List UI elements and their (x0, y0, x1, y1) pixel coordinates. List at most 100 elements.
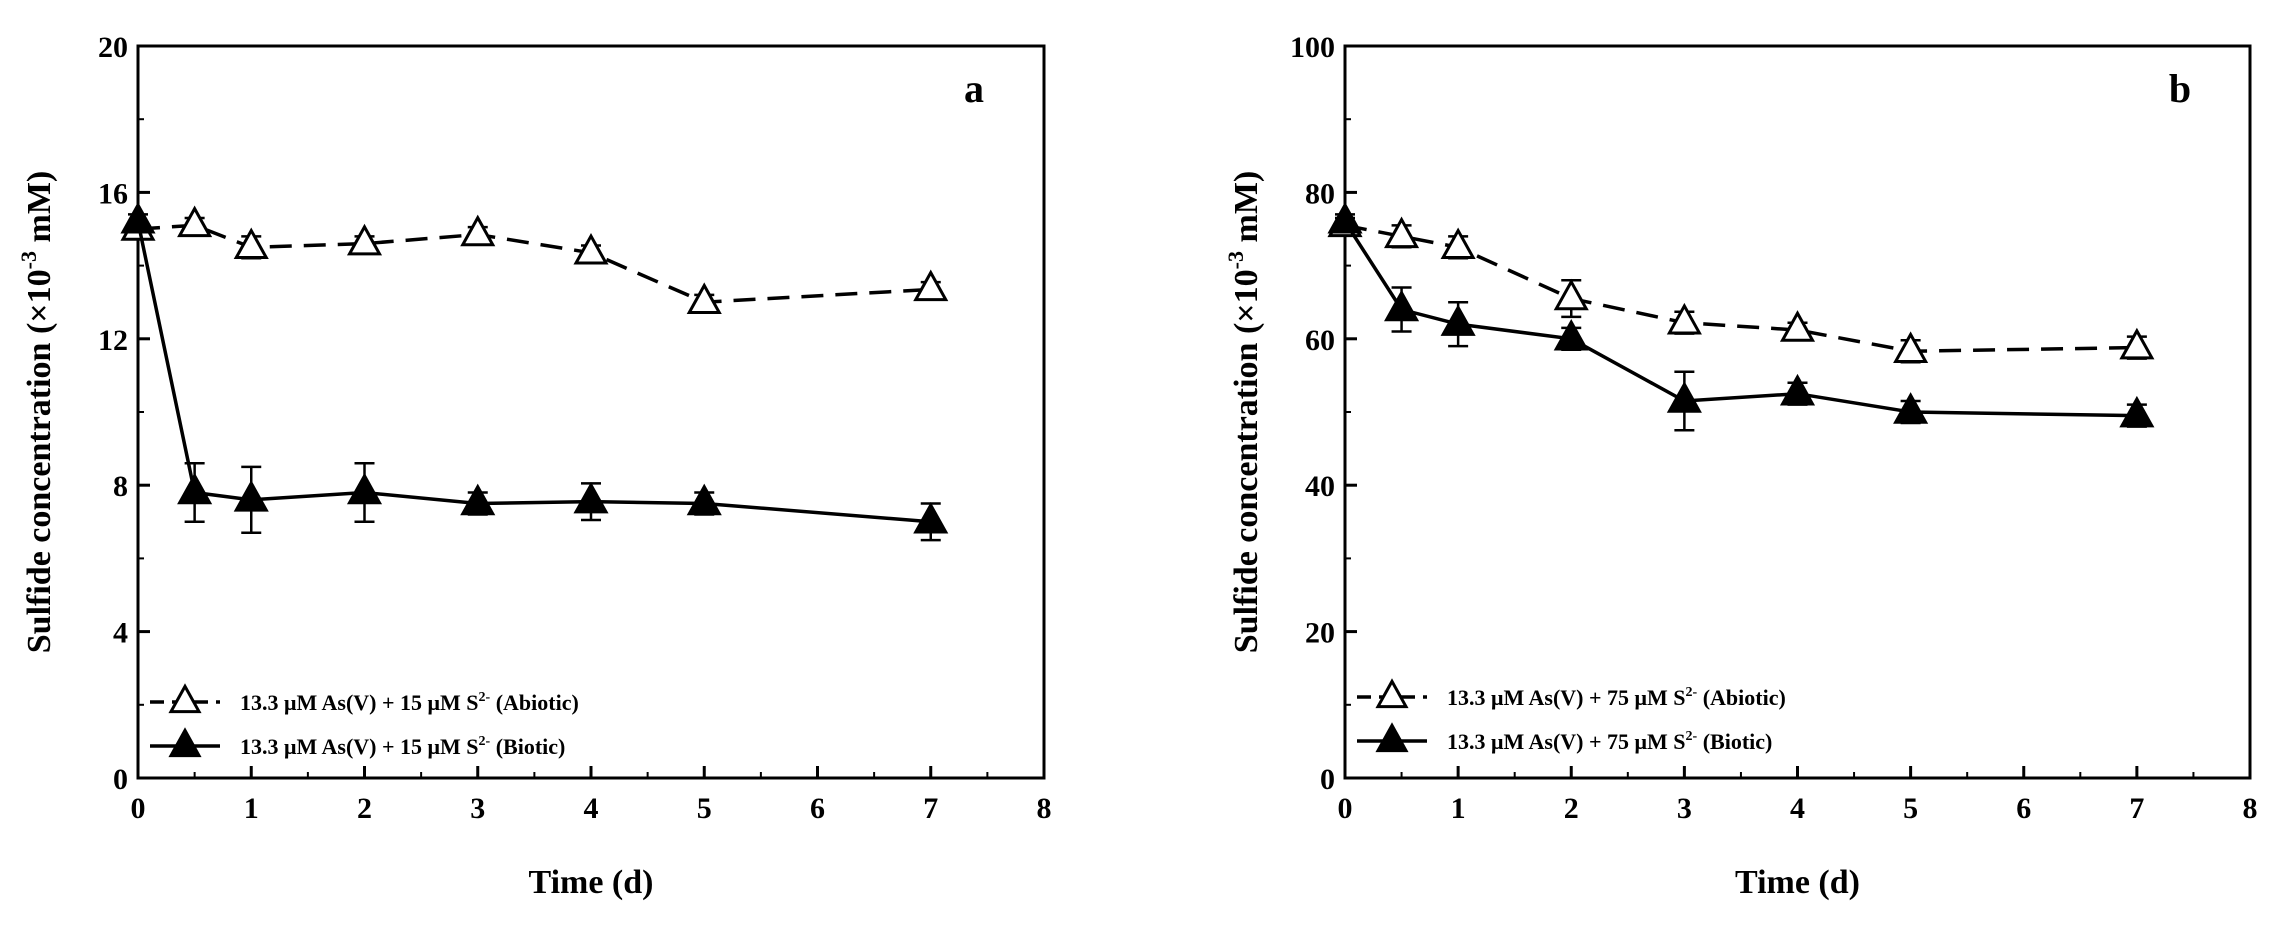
y-tick-label: 40 (1305, 470, 1335, 503)
x-tick-label: 0 (131, 792, 146, 825)
y-axis-title-sup: -3 (1223, 251, 1248, 269)
y-tick-label: 100 (1290, 31, 1335, 64)
legend-text-biotic: 13.3 μM As(V) + 75 μM S2- (Biotic) (1447, 729, 1772, 754)
data-point-abiotic (1893, 331, 1929, 364)
y-tick-label: 4 (113, 617, 128, 650)
x-tick-label: 7 (2129, 792, 2144, 825)
x-tick-label: 5 (697, 792, 712, 825)
x-tick-label: 2 (1564, 792, 1579, 825)
legend-text-sup: 2- (1686, 685, 1698, 700)
data-point-abiotic (233, 227, 269, 260)
data-point-abiotic (1440, 227, 1476, 260)
legend-text-main: 13.3 μM As(V) + 15 μM S (240, 734, 479, 759)
legend-text-post: (Abiotic) (490, 690, 579, 715)
series-line-abiotic (1344, 223, 2137, 353)
series-line-biotic (136, 221, 931, 524)
data-point-biotic (2119, 395, 2155, 428)
y-tick-label: 0 (113, 763, 128, 796)
data-point-abiotic (1384, 216, 1420, 249)
plot-frame (1343, 44, 2252, 780)
data-point-abiotic (346, 223, 383, 256)
x-tick-label: 8 (2243, 792, 2258, 825)
data-point-abiotic (913, 269, 949, 302)
data-point-biotic (1440, 304, 1476, 336)
data-point-biotic (460, 483, 496, 516)
y-axis-title-main: Sulfide concentration (×10 (1228, 269, 1265, 653)
data-point-abiotic (1779, 310, 1816, 342)
x-tick-label: 4 (584, 792, 599, 825)
y-tick-label: 12 (98, 324, 128, 357)
x-tick-label: 3 (470, 792, 485, 825)
legend-text-main: 13.3 μM As(V) + 75 μM S (1447, 729, 1686, 754)
data-point-biotic (1779, 373, 1816, 406)
x-axis-title: Time (d) (1735, 864, 1860, 901)
x-tick-label: 7 (923, 792, 938, 825)
y-axis-title-sup: -3 (16, 251, 41, 269)
data-point-biotic (1893, 392, 1929, 424)
x-tick-label: 2 (357, 792, 372, 825)
data-point-abiotic (1553, 278, 1589, 311)
y-axis-title-unit: mM) (21, 171, 58, 251)
x-tick-label: 3 (1677, 792, 1692, 825)
legend-text-sup: 2- (1686, 729, 1698, 744)
plot-frame (136, 44, 1046, 780)
y-tick-label: 16 (98, 177, 128, 210)
x-tick-label: 8 (1037, 792, 1052, 825)
y-axis-title-main: Sulfide concentration (×10 (21, 269, 58, 653)
legend-text-post: (Biotic) (490, 734, 565, 759)
y-axis-title: Sulfide concentration (×10-3 mM) (1223, 171, 1265, 654)
y-tick-label: 80 (1305, 177, 1335, 210)
data-point-biotic (1553, 318, 1589, 351)
x-tick-label: 6 (810, 792, 825, 825)
data-point-abiotic (177, 205, 213, 238)
y-tick-label: 60 (1305, 324, 1335, 357)
data-point-biotic (1666, 381, 1702, 413)
data-point-biotic (1384, 289, 1420, 322)
data-point-abiotic (573, 232, 609, 265)
data-point-biotic (686, 483, 722, 516)
x-axis-title: Time (d) (529, 864, 654, 901)
data-point-biotic (177, 472, 213, 505)
data-point-biotic (346, 472, 383, 505)
data-point-abiotic (1666, 302, 1702, 335)
data-point-abiotic (2119, 327, 2155, 360)
legend-text-abiotic: 13.3 μM As(V) + 75 μM S2- (Abiotic) (1447, 685, 1786, 710)
y-tick-label: 8 (113, 470, 128, 503)
legend-marker-abiotic (1375, 678, 1409, 709)
legend-marker-abiotic (168, 683, 202, 714)
legend-text-biotic: 13.3 μM As(V) + 15 μM S2- (Biotic) (240, 734, 565, 759)
data-point-biotic (573, 481, 609, 514)
legend-marker-biotic (168, 727, 202, 758)
y-axis-title-unit: mM) (1228, 171, 1265, 251)
x-tick-label: 5 (1903, 792, 1918, 825)
x-tick-label: 1 (1451, 792, 1466, 825)
data-point-biotic (233, 480, 269, 512)
x-tick-label: 6 (2016, 792, 2031, 825)
y-tick-label: 20 (1305, 617, 1335, 650)
y-tick-label: 20 (98, 31, 128, 64)
legend-text-main: 13.3 μM As(V) + 75 μM S (1447, 685, 1686, 710)
x-tick-label: 1 (244, 792, 259, 825)
legend-text-post: (Biotic) (1697, 729, 1772, 754)
legend-text-sup: 2- (479, 690, 491, 705)
data-point-biotic (1327, 201, 1363, 234)
panel-label: a (964, 66, 984, 111)
legend-text-abiotic: 13.3 μM As(V) + 15 μM S2- (Abiotic) (240, 690, 579, 715)
data-point-abiotic (460, 214, 496, 247)
data-point-biotic (120, 201, 156, 234)
legend-text-main: 13.3 μM As(V) + 15 μM S (240, 690, 479, 715)
y-axis-title: Sulfide concentration (×10-3 mM) (16, 171, 58, 654)
x-tick-label: 0 (1338, 792, 1353, 825)
legend-text-post: (Abiotic) (1697, 685, 1786, 710)
x-tick-label: 4 (1790, 792, 1805, 825)
data-point-abiotic (686, 282, 722, 314)
panel-label: b (2169, 66, 2191, 111)
legend-marker-biotic (1375, 722, 1409, 753)
y-tick-label: 0 (1320, 763, 1335, 796)
data-point-biotic (913, 501, 949, 534)
series-line-abiotic (137, 223, 931, 304)
legend-text-sup: 2- (479, 734, 491, 749)
